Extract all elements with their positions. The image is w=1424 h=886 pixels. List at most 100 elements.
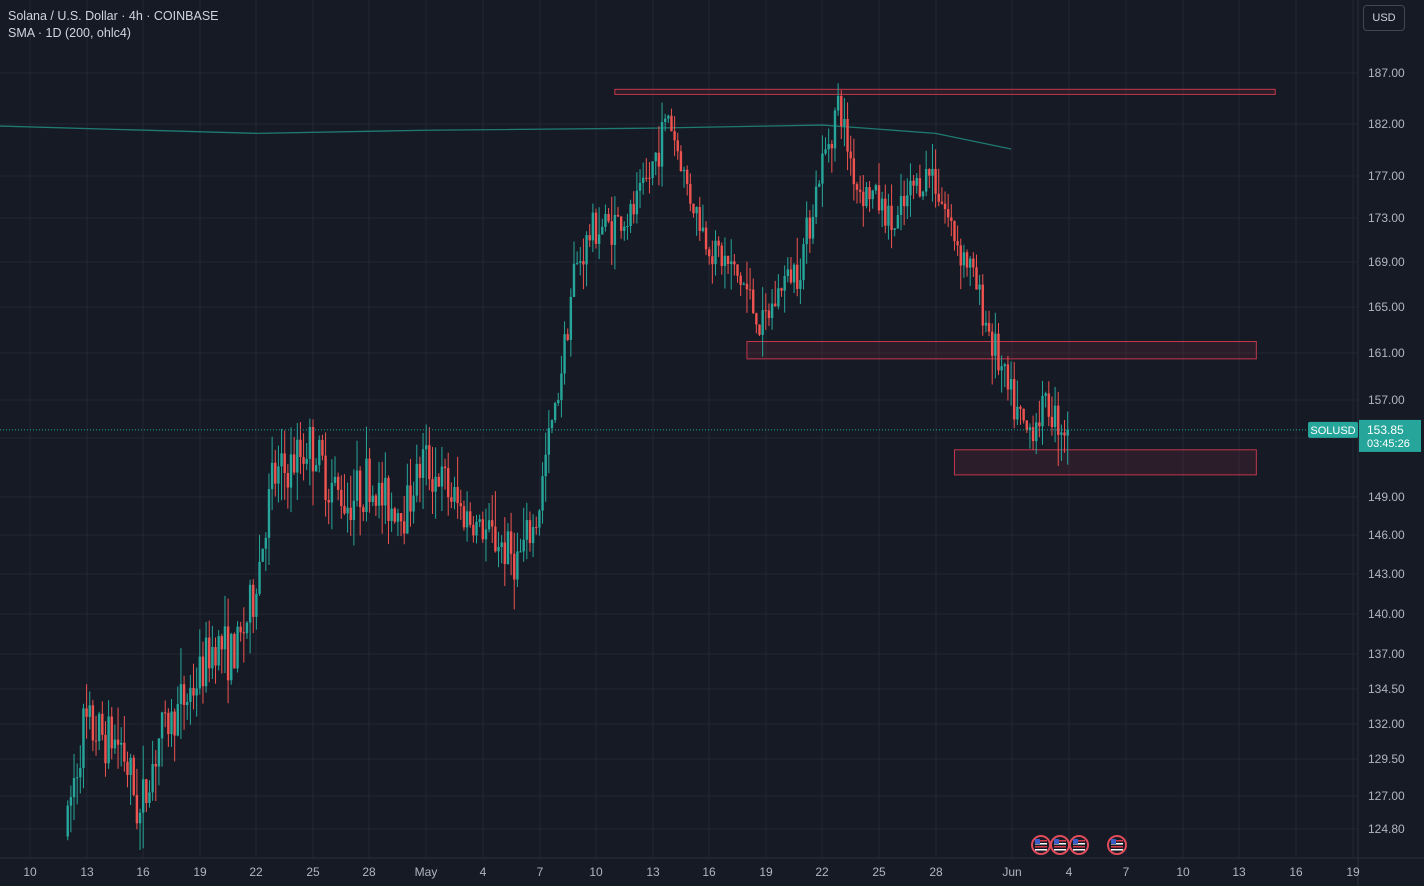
candle-body <box>204 637 208 687</box>
event-markers[interactable] <box>1031 835 1127 855</box>
candle-235 <box>805 201 808 264</box>
candle-242 <box>827 128 830 163</box>
candle-213 <box>736 264 739 283</box>
flag-stripe <box>1054 846 1066 848</box>
candle-197 <box>685 165 689 196</box>
candle-14 <box>110 707 113 760</box>
candle-247 <box>843 97 846 147</box>
candle-288 <box>972 252 975 278</box>
candle-52 <box>230 632 233 685</box>
candle-body <box>126 761 129 775</box>
candle-24 <box>142 745 145 849</box>
candle-body <box>195 688 198 696</box>
candle-body <box>610 221 613 245</box>
candle-57 <box>245 621 249 639</box>
candle-134 <box>487 502 491 533</box>
candle-39 <box>189 674 192 725</box>
time-tick-3: 19 <box>193 865 207 879</box>
candle-body <box>626 226 629 228</box>
candle-body <box>745 283 749 290</box>
candle-227 <box>780 287 783 297</box>
candle-5 <box>82 703 85 789</box>
candle-body <box>572 263 576 297</box>
candle-51 <box>226 598 230 704</box>
candle-body <box>682 169 686 172</box>
time-tick-23: 19 <box>1346 865 1360 879</box>
candle-269 <box>912 174 915 200</box>
candle-body <box>1025 420 1028 431</box>
currency-button[interactable]: USD <box>1363 5 1405 31</box>
candle-body <box>516 551 519 580</box>
candle-body <box>623 226 626 231</box>
price-tag-bg <box>1359 419 1421 452</box>
candle-body <box>701 227 705 231</box>
candle-body <box>358 470 362 508</box>
candle-body <box>852 158 856 185</box>
candle-283 <box>956 225 959 256</box>
candle-body <box>591 212 595 241</box>
candle-140 <box>506 523 510 565</box>
candle-60 <box>255 588 258 630</box>
candle-body <box>689 183 692 204</box>
candle-166 <box>588 223 591 248</box>
zone-boxes[interactable] <box>614 88 1276 476</box>
candle-body <box>230 633 233 681</box>
candle-35 <box>176 686 179 737</box>
candle-body <box>393 508 396 522</box>
candle-124 <box>456 456 459 519</box>
candle-body <box>299 439 302 457</box>
candle-body <box>814 186 818 217</box>
flag-canton <box>1073 839 1078 844</box>
candle-174 <box>613 196 617 270</box>
candle-body <box>752 289 755 314</box>
candle-body <box>708 249 711 257</box>
candle-body <box>660 121 664 167</box>
candle-64 <box>267 473 271 565</box>
candle-body <box>1038 422 1041 427</box>
candle-223 <box>767 303 771 326</box>
candle-body <box>865 187 868 207</box>
time-axis[interactable]: 10 13 16 19 22 25 28 May 4 7 10 13 16 19 22 25 28 Jun 4 7 10… <box>0 857 1424 879</box>
candle-20 <box>129 753 132 806</box>
candle-body <box>613 214 617 245</box>
symbol-tag-text: SOLUSD <box>1310 425 1355 437</box>
candle-body <box>855 184 859 190</box>
candle-90 <box>349 475 352 536</box>
candle-268 <box>909 163 912 217</box>
candle-40 <box>192 663 195 710</box>
flag-stripe <box>1111 849 1123 851</box>
candle-body <box>82 708 85 768</box>
candle-128 <box>469 502 472 528</box>
candle-body <box>509 531 513 554</box>
candle-body <box>962 252 966 266</box>
candle-body <box>374 495 378 506</box>
candle-body <box>978 284 981 290</box>
candle-body <box>563 334 566 374</box>
candle-body <box>667 115 670 119</box>
zone-box-2 <box>953 449 1257 476</box>
candle-body <box>984 322 988 326</box>
candle-body <box>132 757 135 795</box>
candle-187 <box>654 151 657 176</box>
candle-body <box>946 209 950 218</box>
time-tick-21: 13 <box>1232 865 1246 879</box>
candle-body <box>654 152 657 162</box>
candle-body <box>217 636 220 666</box>
candle-body <box>333 476 337 483</box>
candle-body <box>283 453 286 473</box>
flag-canton <box>1054 839 1059 844</box>
candle-292 <box>984 310 988 333</box>
candle-239 <box>818 180 821 188</box>
candle-body <box>1016 406 1019 420</box>
candle-body <box>481 519 484 540</box>
candle-body <box>893 228 896 230</box>
candle-83 <box>327 488 330 525</box>
candle-body <box>368 458 371 502</box>
candle-body <box>641 177 645 183</box>
candle-179 <box>629 199 632 234</box>
candle-295 <box>994 312 997 379</box>
candle-81 <box>321 434 324 461</box>
candle-195 <box>679 145 683 172</box>
